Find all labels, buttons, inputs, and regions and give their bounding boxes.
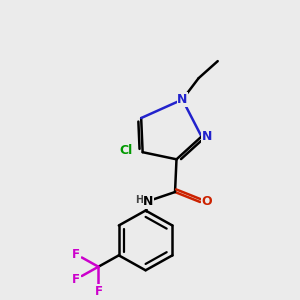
Text: N: N	[177, 93, 188, 106]
Text: F: F	[72, 248, 80, 261]
Text: H: H	[135, 195, 143, 205]
Text: F: F	[94, 285, 102, 298]
Text: N: N	[202, 130, 212, 143]
Text: F: F	[72, 273, 80, 286]
Text: Cl: Cl	[120, 144, 133, 157]
Text: O: O	[201, 196, 212, 208]
Text: N: N	[143, 196, 154, 208]
